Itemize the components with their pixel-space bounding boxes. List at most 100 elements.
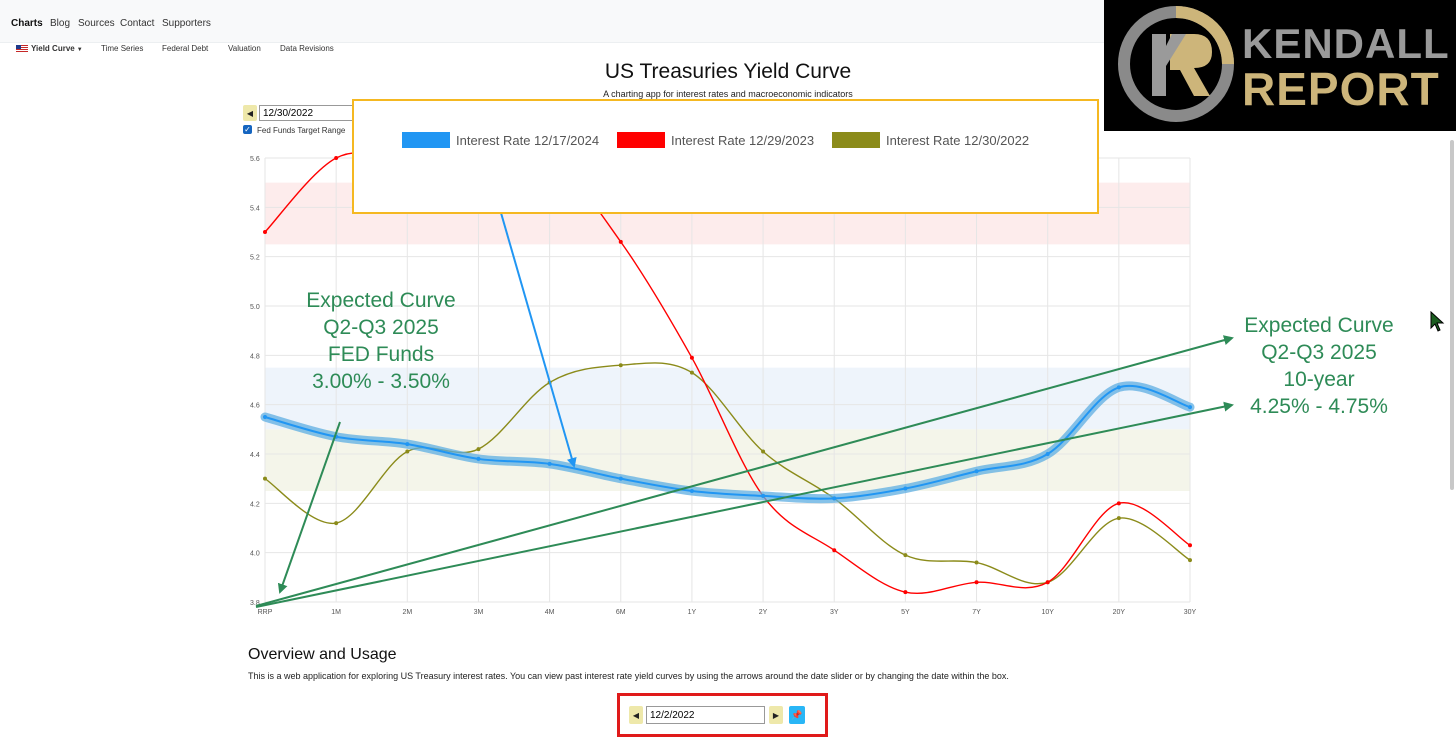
series-1-point-0: [263, 230, 267, 234]
annotation-right-line4: 4.25% - 4.75%: [1250, 395, 1388, 418]
fed-funds-band-1: [265, 367, 1190, 430]
x-tick-label: 7Y: [972, 609, 981, 616]
overview-text: This is a web application for exploring …: [248, 671, 1009, 681]
legend-label-2023: Interest Rate 12/29/2023: [671, 132, 815, 148]
annotation-left-line1: Expected Curve: [306, 289, 456, 312]
series-0-point-12: [1116, 385, 1121, 390]
logo-kendall-text: KENDALL: [1242, 20, 1450, 67]
subnav-yield-curve-dropdown[interactable]: Yield Curve ▼: [16, 44, 83, 53]
annotation-right-line1: Expected Curve: [1244, 314, 1394, 337]
subnav-valuation[interactable]: Valuation: [228, 44, 261, 53]
arrow-left-icon: ◀: [246, 108, 254, 118]
nav-link-supporters[interactable]: Supporters: [162, 18, 211, 29]
series-2-point-12: [1116, 516, 1121, 521]
pin-button[interactable]: 📌: [789, 706, 805, 724]
series-2-point-10: [974, 560, 979, 565]
annotation-arrow-left-down: [277, 421, 341, 594]
legend-item-2024[interactable]: Interest Rate 12/17/2024: [402, 132, 599, 148]
caret-down-icon: ▼: [76, 47, 83, 53]
x-tick-label: 3Y: [830, 609, 839, 616]
annotation-right-line3: 10-year: [1283, 368, 1355, 391]
subnav-yield-curve-label: Yield Curve: [31, 44, 75, 53]
y-tick-label: 4.8: [250, 353, 260, 360]
overview-title: Overview and Usage: [248, 646, 397, 663]
x-tick-label: 6M: [616, 609, 626, 616]
series-1-point-12: [1116, 501, 1121, 506]
y-tick-label: 4.4: [250, 452, 260, 459]
x-tick-label: 2M: [402, 609, 412, 616]
series-0-point-13: [1188, 405, 1192, 410]
nav-link-contact[interactable]: Contact: [120, 18, 155, 29]
arrow-right-icon: ▶: [772, 710, 780, 720]
series-1-point-6: [689, 355, 694, 360]
series-1-point-13: [1188, 543, 1192, 548]
bottom-prev-date-button[interactable]: ◀: [629, 706, 643, 724]
fed-funds-checkbox[interactable]: ✓: [243, 125, 252, 134]
x-tick-label: 5Y: [901, 609, 910, 616]
page-subtitle: A charting app for interest rates and ma…: [603, 89, 853, 99]
subnav-data-revisions[interactable]: Data Revisions: [280, 44, 334, 53]
legend-item-2023[interactable]: Interest Rate 12/29/2023: [617, 132, 814, 148]
series-2-point-9: [903, 553, 908, 558]
y-tick-label: 5.2: [250, 255, 260, 262]
series-0-point-8: [832, 496, 837, 501]
series-0-point-11: [1045, 452, 1050, 456]
legend-swatch-2024: [402, 132, 450, 148]
legend-item-2022[interactable]: Interest Rate 12/30/2022: [832, 132, 1029, 148]
series-2-point-7: [761, 449, 766, 454]
annotation-left-line3: FED Funds: [327, 343, 435, 366]
subnav-federal-debt[interactable]: Federal Debt: [162, 44, 209, 53]
page-title: US Treasuries Yield Curve: [604, 60, 852, 83]
x-tick-label: 4M: [545, 609, 555, 616]
series-2-point-13: [1188, 558, 1192, 563]
bottom-date-control-highlight: [617, 693, 828, 737]
series-0-point-9: [903, 486, 908, 491]
subnav-time-series[interactable]: Time Series: [101, 44, 144, 53]
annotation-left-line4: 3.00% - 3.50%: [312, 370, 450, 393]
x-tick-label: RRP: [258, 609, 273, 616]
series-1-point-10: [974, 580, 979, 585]
date-input[interactable]: [259, 105, 353, 121]
series-2-point-2: [405, 449, 410, 454]
bottom-date-input[interactable]: [646, 706, 765, 724]
y-tick-label: 5.6: [250, 156, 260, 163]
series-0-point-10: [974, 469, 979, 474]
page-scrollbar[interactable]: [1450, 140, 1454, 490]
annotation-fed-funds: Expected Curve Q2-Q3 2025 FED Funds 3.00…: [272, 287, 490, 395]
x-tick-label: 2Y: [759, 609, 768, 616]
nav-link-blog[interactable]: Blog: [50, 18, 71, 29]
series-0-point-2: [405, 442, 410, 447]
x-tick-label: 20Y: [1113, 609, 1126, 616]
series-1-point-11: [1045, 580, 1050, 585]
y-tick-label: 3.8: [250, 600, 260, 607]
prev-date-button[interactable]: ◀: [243, 105, 257, 121]
legend-swatch-2023: [617, 132, 665, 148]
series-0-point-7: [761, 493, 766, 498]
legend-label-2022: Interest Rate 12/30/2022: [886, 132, 1030, 148]
y-tick-label: 4.6: [250, 403, 260, 410]
x-tick-label: 10Y: [1041, 609, 1054, 616]
annotation-arrow-upper: [255, 335, 1234, 607]
bottom-next-date-button[interactable]: ▶: [769, 706, 783, 724]
series-0-point-5: [618, 476, 623, 481]
annotation-arrow-lower: [255, 401, 1234, 608]
series-1-point-5: [618, 239, 623, 244]
y-tick-label: 4.0: [250, 551, 260, 558]
logo-report-text: REPORT: [1242, 63, 1440, 115]
series-0-point-3: [476, 456, 481, 461]
kendall-report-logo: KENDALL REPORT: [1104, 0, 1456, 131]
series-2-point-0: [263, 476, 267, 481]
legend-label-2024: Interest Rate 12/17/2024: [456, 132, 600, 148]
x-tick-label: 30Y: [1184, 609, 1197, 616]
annotation-left-line2: Q2-Q3 2025: [323, 316, 439, 339]
annotation-right-line2: Q2-Q3 2025: [1261, 341, 1377, 364]
fed-funds-band-2: [265, 429, 1190, 491]
pin-icon: 📌: [791, 709, 803, 720]
x-tick-label: 1M: [331, 609, 341, 616]
nav-link-sources[interactable]: Sources: [78, 18, 115, 29]
series-1-point-9: [903, 590, 908, 595]
kr-monogram-icon: [1118, 6, 1234, 122]
series-2-point-3: [476, 447, 481, 452]
nav-brand-charts[interactable]: Charts: [11, 18, 43, 29]
us-flag-icon: [16, 45, 28, 53]
